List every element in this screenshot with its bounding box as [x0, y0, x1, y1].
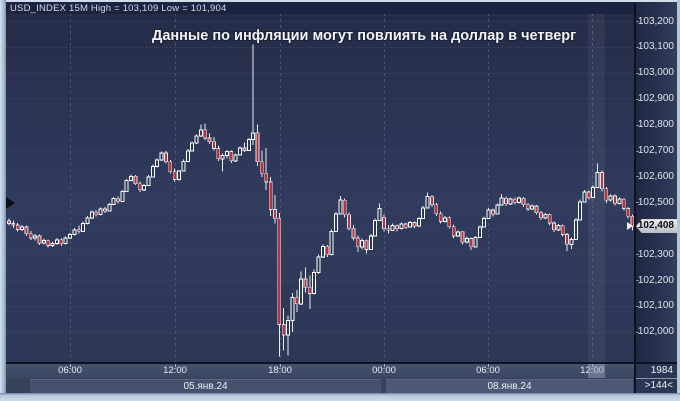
- price-axis-tick: [636, 124, 639, 126]
- price-axis-label: 102,000: [637, 326, 674, 338]
- price-axis-tick: [636, 21, 639, 22]
- axis-corner-box: 1984 >144<: [636, 364, 677, 393]
- price-axis-label: 102,100: [637, 300, 674, 312]
- price-axis-tick: [636, 46, 639, 48]
- price-axis-label: 102,300: [637, 248, 674, 260]
- price-axis-label: 103,000: [637, 67, 674, 79]
- time-axis-tick: [70, 364, 71, 367]
- price-axis-label: 103,200: [637, 15, 674, 27]
- time-axis-tick: [280, 364, 281, 367]
- price-axis-label: 103,100: [637, 41, 674, 53]
- date-axis-label: 08.янв.24: [386, 379, 633, 393]
- price-axis-tick: [636, 150, 639, 152]
- current-session-highlight: [588, 364, 605, 378]
- left-edge-arrow-icon: [6, 197, 15, 209]
- time-axis-label: 06:00: [476, 365, 500, 376]
- last-price-tag: 102,408: [636, 219, 677, 234]
- time-axis-label: 12:00: [163, 365, 187, 376]
- time-axis-label: 06:00: [58, 365, 82, 376]
- window-frame-bottom[interactable]: [0, 393, 680, 401]
- price-axis-label: 102,200: [637, 274, 674, 286]
- candlestick-chart[interactable]: [6, 2, 634, 362]
- axis-separator-horizontal: [6, 362, 677, 364]
- time-axis-tick: [384, 364, 385, 367]
- price-axis-label: 102,500: [637, 196, 674, 208]
- window-frame-left: [0, 0, 6, 401]
- price-axis-label: 102,600: [637, 170, 674, 182]
- price-axis-label: 102,700: [637, 145, 674, 156]
- chart-header-bar: [6, 2, 634, 14]
- price-axis-tick: [636, 176, 639, 178]
- chart-plot-area[interactable]: USD_INDEX 15M High = 103,109 Low = 101,9…: [6, 2, 634, 362]
- chart-title: Данные по инфляции могут повлиять на дол…: [152, 28, 577, 44]
- time-axis-tick: [488, 364, 489, 367]
- price-axis-tick: [636, 254, 639, 256]
- price-axis-tick: [636, 331, 639, 333]
- price-axis[interactable]: 102,408 103,200 103,100 103,000 102,900 102,…: [636, 2, 677, 362]
- time-axis-tick: [175, 364, 176, 367]
- date-axis[interactable]: 05.янв.24 08.янв.24: [6, 378, 634, 393]
- price-axis-tick: [636, 305, 639, 307]
- time-axis-label: 00:00: [372, 365, 396, 376]
- time-axis-tick: [592, 364, 593, 367]
- visible-bar-count: >144<: [644, 380, 673, 391]
- price-axis-label: 102,800: [637, 119, 674, 131]
- price-axis-tick: [636, 98, 639, 100]
- price-axis-label: 102,900: [637, 93, 674, 105]
- bar-number: 1984: [636, 364, 677, 379]
- window-frame-right: [677, 0, 680, 401]
- time-axis-label: 18:00: [268, 365, 292, 376]
- last-price-arrow-icon: [627, 222, 633, 231]
- price-axis-tick: [636, 202, 639, 204]
- price-axis-tick: [636, 72, 639, 74]
- price-axis-tick: [636, 280, 639, 281]
- date-axis-label: 05.янв.24: [30, 379, 381, 393]
- axis-separator-vertical: [634, 2, 636, 393]
- chart-header-text: USD_INDEX 15M High = 103,109 Low = 101,9…: [10, 3, 227, 14]
- window-frame-top: [0, 0, 680, 2]
